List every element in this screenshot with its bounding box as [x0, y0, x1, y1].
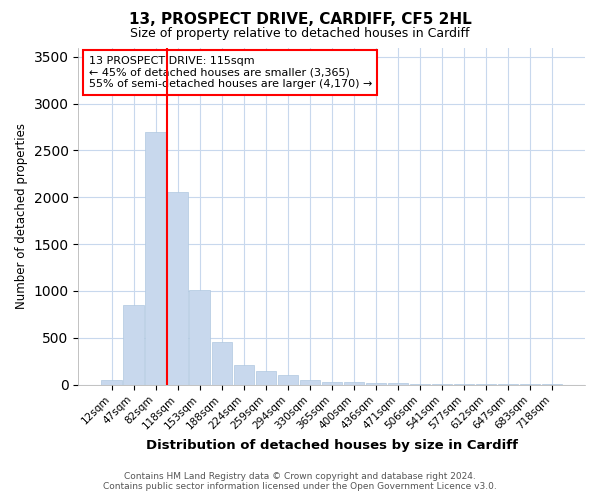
Bar: [145, 132, 166, 384]
Bar: [167, 192, 188, 384]
Bar: [101, 380, 122, 384]
Text: 13, PROSPECT DRIVE, CARDIFF, CF5 2HL: 13, PROSPECT DRIVE, CARDIFF, CF5 2HL: [128, 12, 472, 28]
Y-axis label: Number of detached properties: Number of detached properties: [15, 123, 28, 309]
Bar: [233, 365, 254, 384]
Text: 13 PROSPECT DRIVE: 115sqm
← 45% of detached houses are smaller (3,365)
55% of se: 13 PROSPECT DRIVE: 115sqm ← 45% of detac…: [89, 56, 372, 89]
Bar: [322, 382, 342, 384]
Bar: [299, 380, 320, 384]
Bar: [256, 370, 276, 384]
Text: Contains HM Land Registry data © Crown copyright and database right 2024.
Contai: Contains HM Land Registry data © Crown c…: [103, 472, 497, 491]
Bar: [190, 290, 210, 384]
Bar: [124, 305, 143, 384]
Bar: [212, 342, 232, 384]
X-axis label: Distribution of detached houses by size in Cardiff: Distribution of detached houses by size …: [146, 440, 518, 452]
Bar: [344, 382, 364, 384]
Bar: [388, 383, 408, 384]
Bar: [365, 382, 386, 384]
Bar: [278, 375, 298, 384]
Text: Size of property relative to detached houses in Cardiff: Size of property relative to detached ho…: [130, 28, 470, 40]
